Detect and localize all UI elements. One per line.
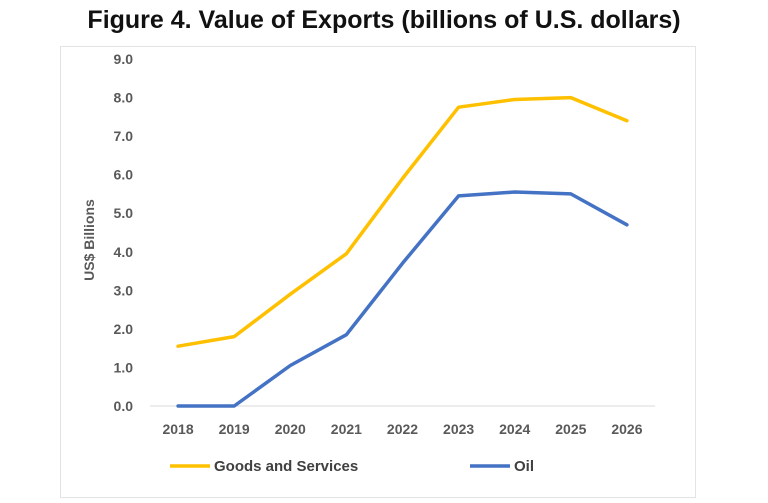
y-tick-label: 4.0 xyxy=(114,244,134,260)
x-tick-label: 2019 xyxy=(219,421,250,437)
x-tick-label: 2021 xyxy=(331,421,362,437)
y-tick-label: 0.0 xyxy=(114,398,134,414)
chart-title: Figure 4. Value of Exports (billions of … xyxy=(87,6,681,34)
x-tick-label: 2018 xyxy=(162,421,193,437)
y-tick-label: 6.0 xyxy=(114,167,134,183)
x-tick-label: 2023 xyxy=(443,421,474,437)
series-line-oil xyxy=(176,190,629,408)
x-tick-label: 2026 xyxy=(611,421,642,437)
legend-label: Goods and Services xyxy=(214,458,358,475)
y-tick-label: 5.0 xyxy=(114,205,134,221)
legend: Goods and Services Oil xyxy=(170,458,534,475)
chart-frame xyxy=(60,46,696,498)
series-group xyxy=(176,95,629,408)
y-tick-label: 7.0 xyxy=(114,128,134,144)
y-tick-label: 3.0 xyxy=(114,282,134,298)
y-axis-label: US$ Billions xyxy=(81,199,97,281)
y-axis: 0.0 1.0 2.0 3.0 4.0 5.0 6.0 7.0 8.0 9.0 xyxy=(114,51,134,414)
x-tick-label: 2020 xyxy=(275,421,306,437)
x-tick-label: 2022 xyxy=(387,421,418,437)
series-line-goods-and-services xyxy=(176,95,629,348)
x-tick-label: 2024 xyxy=(499,421,530,437)
x-tick-label: 2025 xyxy=(555,421,586,437)
y-tick-label: 9.0 xyxy=(114,51,134,67)
legend-label: Oil xyxy=(514,458,534,475)
y-tick-label: 2.0 xyxy=(114,321,134,337)
y-tick-label: 8.0 xyxy=(114,90,134,106)
y-tick-label: 1.0 xyxy=(114,359,134,375)
x-axis: 2018 2019 2020 2021 2022 2023 2024 2025 2026 xyxy=(162,421,642,437)
